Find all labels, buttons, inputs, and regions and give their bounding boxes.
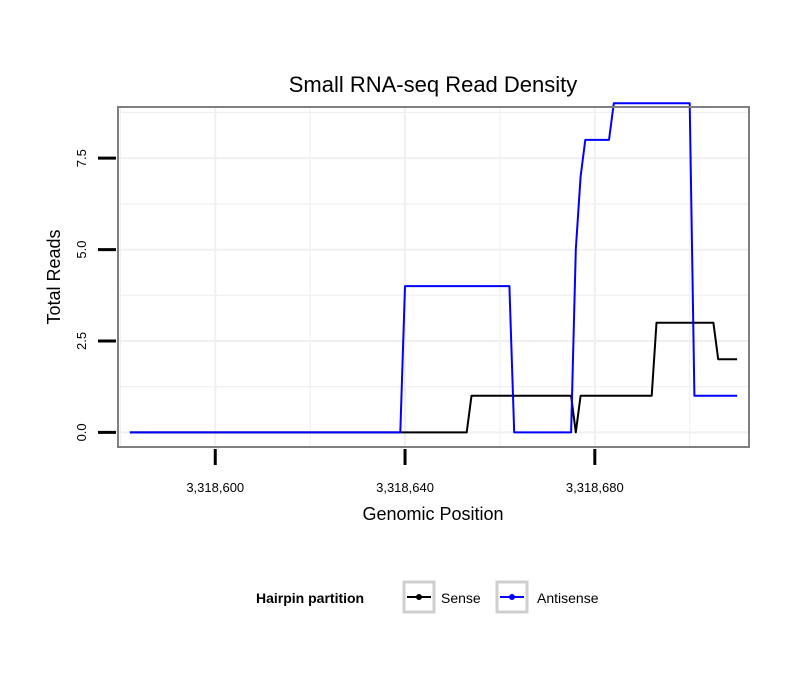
plot-panel-border — [117, 106, 750, 448]
legend-point-antisense — [509, 594, 515, 600]
chart-title: Small RNA-seq Read Density — [289, 72, 578, 97]
x-tick-label: 3,318,680 — [566, 480, 624, 495]
y-tick-label: 7.5 — [74, 149, 89, 167]
legend: Hairpin partition Sense Antisense — [256, 580, 599, 614]
legend-label-antisense: Antisense — [537, 590, 599, 606]
series-line-antisense — [129, 102, 738, 434]
legend-label-sense: Sense — [441, 590, 481, 606]
series-line-sense — [129, 321, 738, 434]
x-axis-title: Genomic Position — [362, 504, 503, 524]
y-tick-label: 2.5 — [74, 332, 89, 350]
legend-key-antisense — [495, 580, 529, 614]
legend-title: Hairpin partition — [256, 590, 364, 606]
y-tick-label: 0.0 — [74, 423, 89, 441]
plot-panel-background — [118, 107, 749, 447]
legend-point-sense — [416, 594, 422, 600]
y-tick-label: 5.0 — [74, 241, 89, 259]
y-axis-ticks: 0.0 2.5 5.0 7.5 — [74, 149, 116, 441]
x-tick-label: 3,318,640 — [376, 480, 434, 495]
x-tick-label: 3,318,600 — [186, 480, 244, 495]
series-layer — [129, 102, 738, 434]
x-axis-ticks: 3,318,600 3,318,640 3,318,680 — [186, 449, 624, 495]
y-axis-title: Total Reads — [44, 229, 64, 324]
